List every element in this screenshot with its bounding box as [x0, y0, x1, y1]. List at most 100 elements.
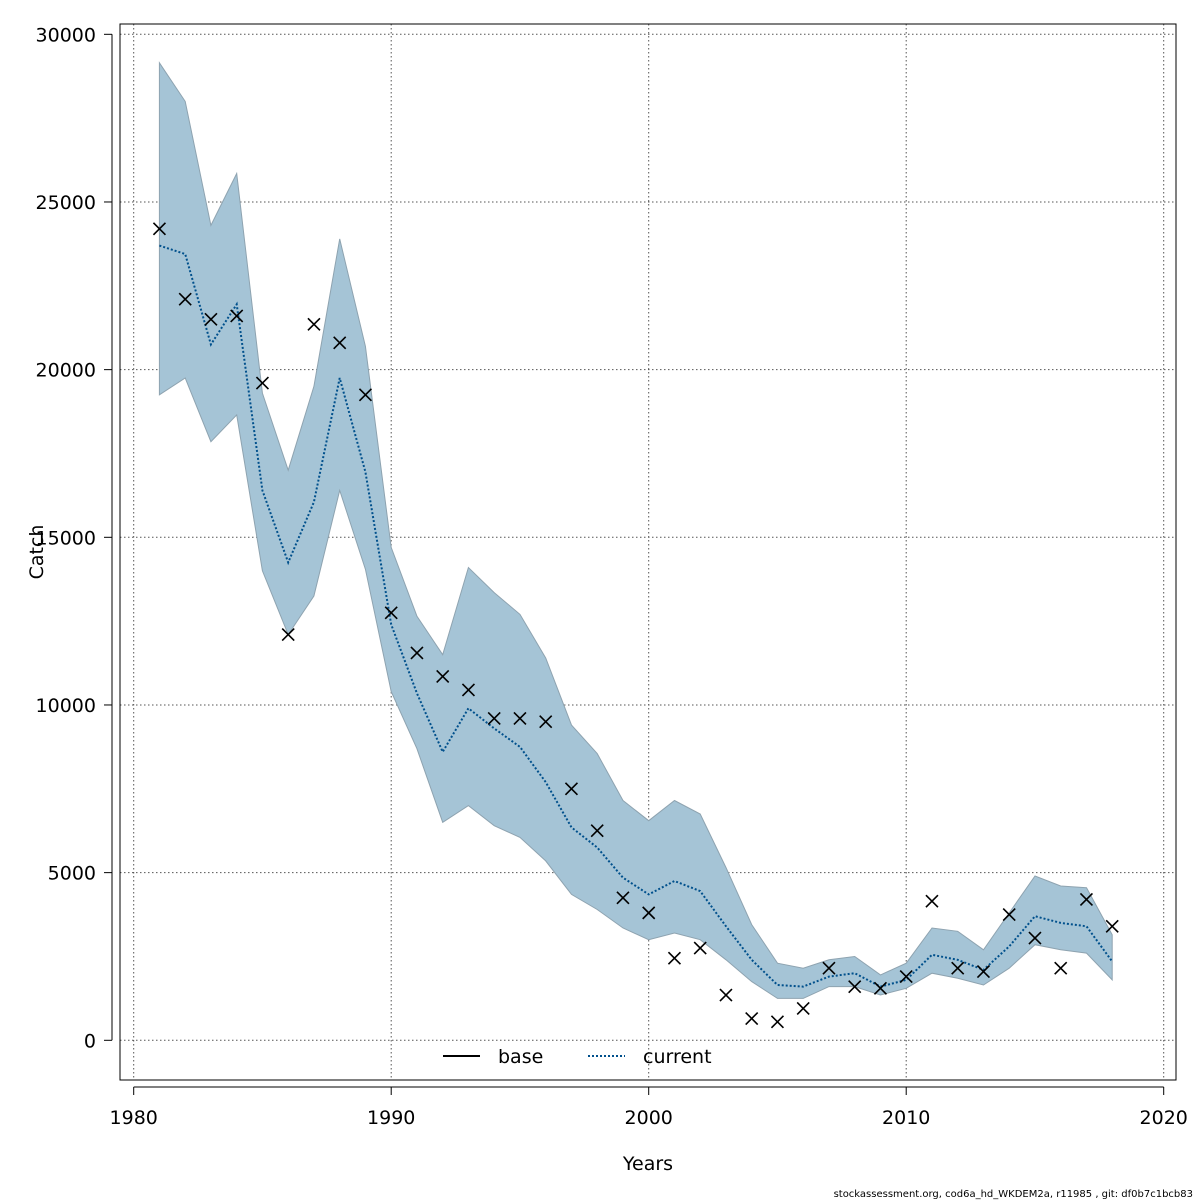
observed-point-stroke: [822, 961, 836, 975]
observed-point: [539, 715, 553, 729]
observed-point: [951, 961, 965, 975]
observed-point: [1054, 961, 1068, 975]
observed-point-stroke: [513, 711, 527, 725]
footer-text: stockassessment.org, cod6a_hd_WKDEM2a, r…: [834, 1189, 1193, 1200]
observed-point-stroke: [539, 715, 553, 729]
observed-point: [976, 964, 991, 979]
observed-point: [487, 711, 501, 725]
observed-point: [230, 309, 244, 323]
observed-point: [616, 891, 630, 905]
observed-point-stroke: [255, 376, 270, 390]
observed-point: [461, 683, 476, 697]
observed-point-stroke: [487, 711, 501, 725]
observed-point-stroke: [873, 981, 888, 995]
observed-point: [333, 336, 347, 350]
observed-point-stroke: [1028, 931, 1042, 945]
series-line-current: [159, 244, 1114, 988]
observed-point: [873, 981, 888, 995]
observed-point-stroke: [693, 941, 707, 955]
legend: base current: [443, 1046, 712, 1068]
observed-point-stroke: [564, 782, 579, 796]
observed-point-stroke: [770, 1015, 785, 1029]
observed-point: [899, 970, 913, 984]
observed-point-stroke: [848, 980, 862, 994]
observed-point: [822, 961, 836, 975]
observed-point-stroke: [976, 964, 991, 979]
observed-point-stroke: [745, 1011, 759, 1026]
observed-point-stroke: [384, 606, 398, 620]
observed-point: [667, 951, 682, 965]
observed-point: [384, 606, 398, 620]
observed-point: [281, 627, 295, 642]
y-axis: 0 5000 10000 15000 20000 25000 30000: [36, 24, 113, 1052]
observed-point: [1079, 892, 1094, 907]
y-tick-label: 10000: [36, 695, 96, 717]
series-lines: [159, 244, 1114, 988]
observed-point: [307, 317, 321, 331]
y-tick-label: 15000: [36, 527, 96, 549]
observed-point-stroke: [925, 894, 939, 908]
observed-point: [925, 894, 939, 908]
observed-point-stroke: [204, 312, 218, 326]
observed-point-stroke: [410, 646, 424, 660]
confidence-band: [158, 61, 1113, 999]
observed-point-stroke: [230, 309, 244, 323]
observed-point: [848, 980, 862, 994]
observed-point-stroke: [642, 906, 656, 920]
observed-point-stroke: [436, 669, 450, 684]
y-tick-label: 0: [84, 1030, 96, 1052]
x-axis: 1980 1990 2000 2010 2020: [110, 1086, 1188, 1129]
observed-point: [770, 1015, 785, 1029]
x-tick-label: 2000: [625, 1107, 673, 1129]
observed-point-stroke: [358, 388, 373, 402]
plot-frame: [119, 23, 1177, 1081]
observed-point: [590, 824, 604, 838]
y-tick-label: 30000: [36, 24, 96, 46]
y-tick-label: 20000: [36, 360, 96, 382]
observed-point: [1002, 907, 1016, 922]
observed-point: [204, 312, 218, 326]
observed-point: [1028, 931, 1042, 945]
observed-point: [796, 1001, 810, 1016]
x-tick-label: 2020: [1140, 1107, 1188, 1129]
observed-point-stroke: [178, 292, 192, 306]
observed-point-stroke: [590, 824, 604, 838]
observed-point: [152, 222, 167, 236]
observed-point-stroke: [152, 222, 167, 236]
observed-point-stroke: [796, 1001, 810, 1016]
observed-point-stroke: [899, 970, 913, 984]
observed-markers: [152, 222, 1119, 1029]
observed-point: [410, 646, 424, 660]
observed-point: [358, 388, 373, 402]
x-axis-title: Years: [622, 1153, 673, 1175]
x-tick-label: 1990: [367, 1107, 415, 1129]
observed-point-stroke: [333, 336, 347, 350]
observed-point: [513, 711, 527, 725]
observed-point-stroke: [616, 891, 630, 905]
observed-point: [642, 906, 656, 920]
observed-point-stroke: [1079, 892, 1094, 907]
legend-label-base: base: [498, 1046, 543, 1068]
observed-point-stroke: [307, 317, 321, 331]
y-axis-title: Catch: [26, 525, 48, 580]
observed-point-stroke: [1105, 919, 1119, 933]
observed-point: [1105, 919, 1119, 933]
observed-point-stroke: [1054, 961, 1068, 975]
observed-point-stroke: [719, 988, 733, 1002]
y-tick-label: 25000: [36, 192, 96, 214]
x-tick-label: 1980: [110, 1107, 158, 1129]
legend-label-current: current: [643, 1046, 712, 1068]
y-tick-label: 5000: [48, 863, 96, 885]
observed-point: [255, 376, 270, 390]
observed-point-stroke: [1002, 907, 1016, 922]
observed-point: [745, 1011, 759, 1026]
observed-point: [693, 941, 707, 955]
observed-point: [719, 988, 733, 1002]
observed-point-stroke: [461, 683, 476, 697]
observed-point-stroke: [951, 961, 965, 975]
x-tick-label: 2010: [882, 1107, 930, 1129]
observed-point: [564, 782, 579, 796]
observed-point-stroke: [281, 627, 295, 642]
observed-point-stroke: [667, 951, 682, 965]
